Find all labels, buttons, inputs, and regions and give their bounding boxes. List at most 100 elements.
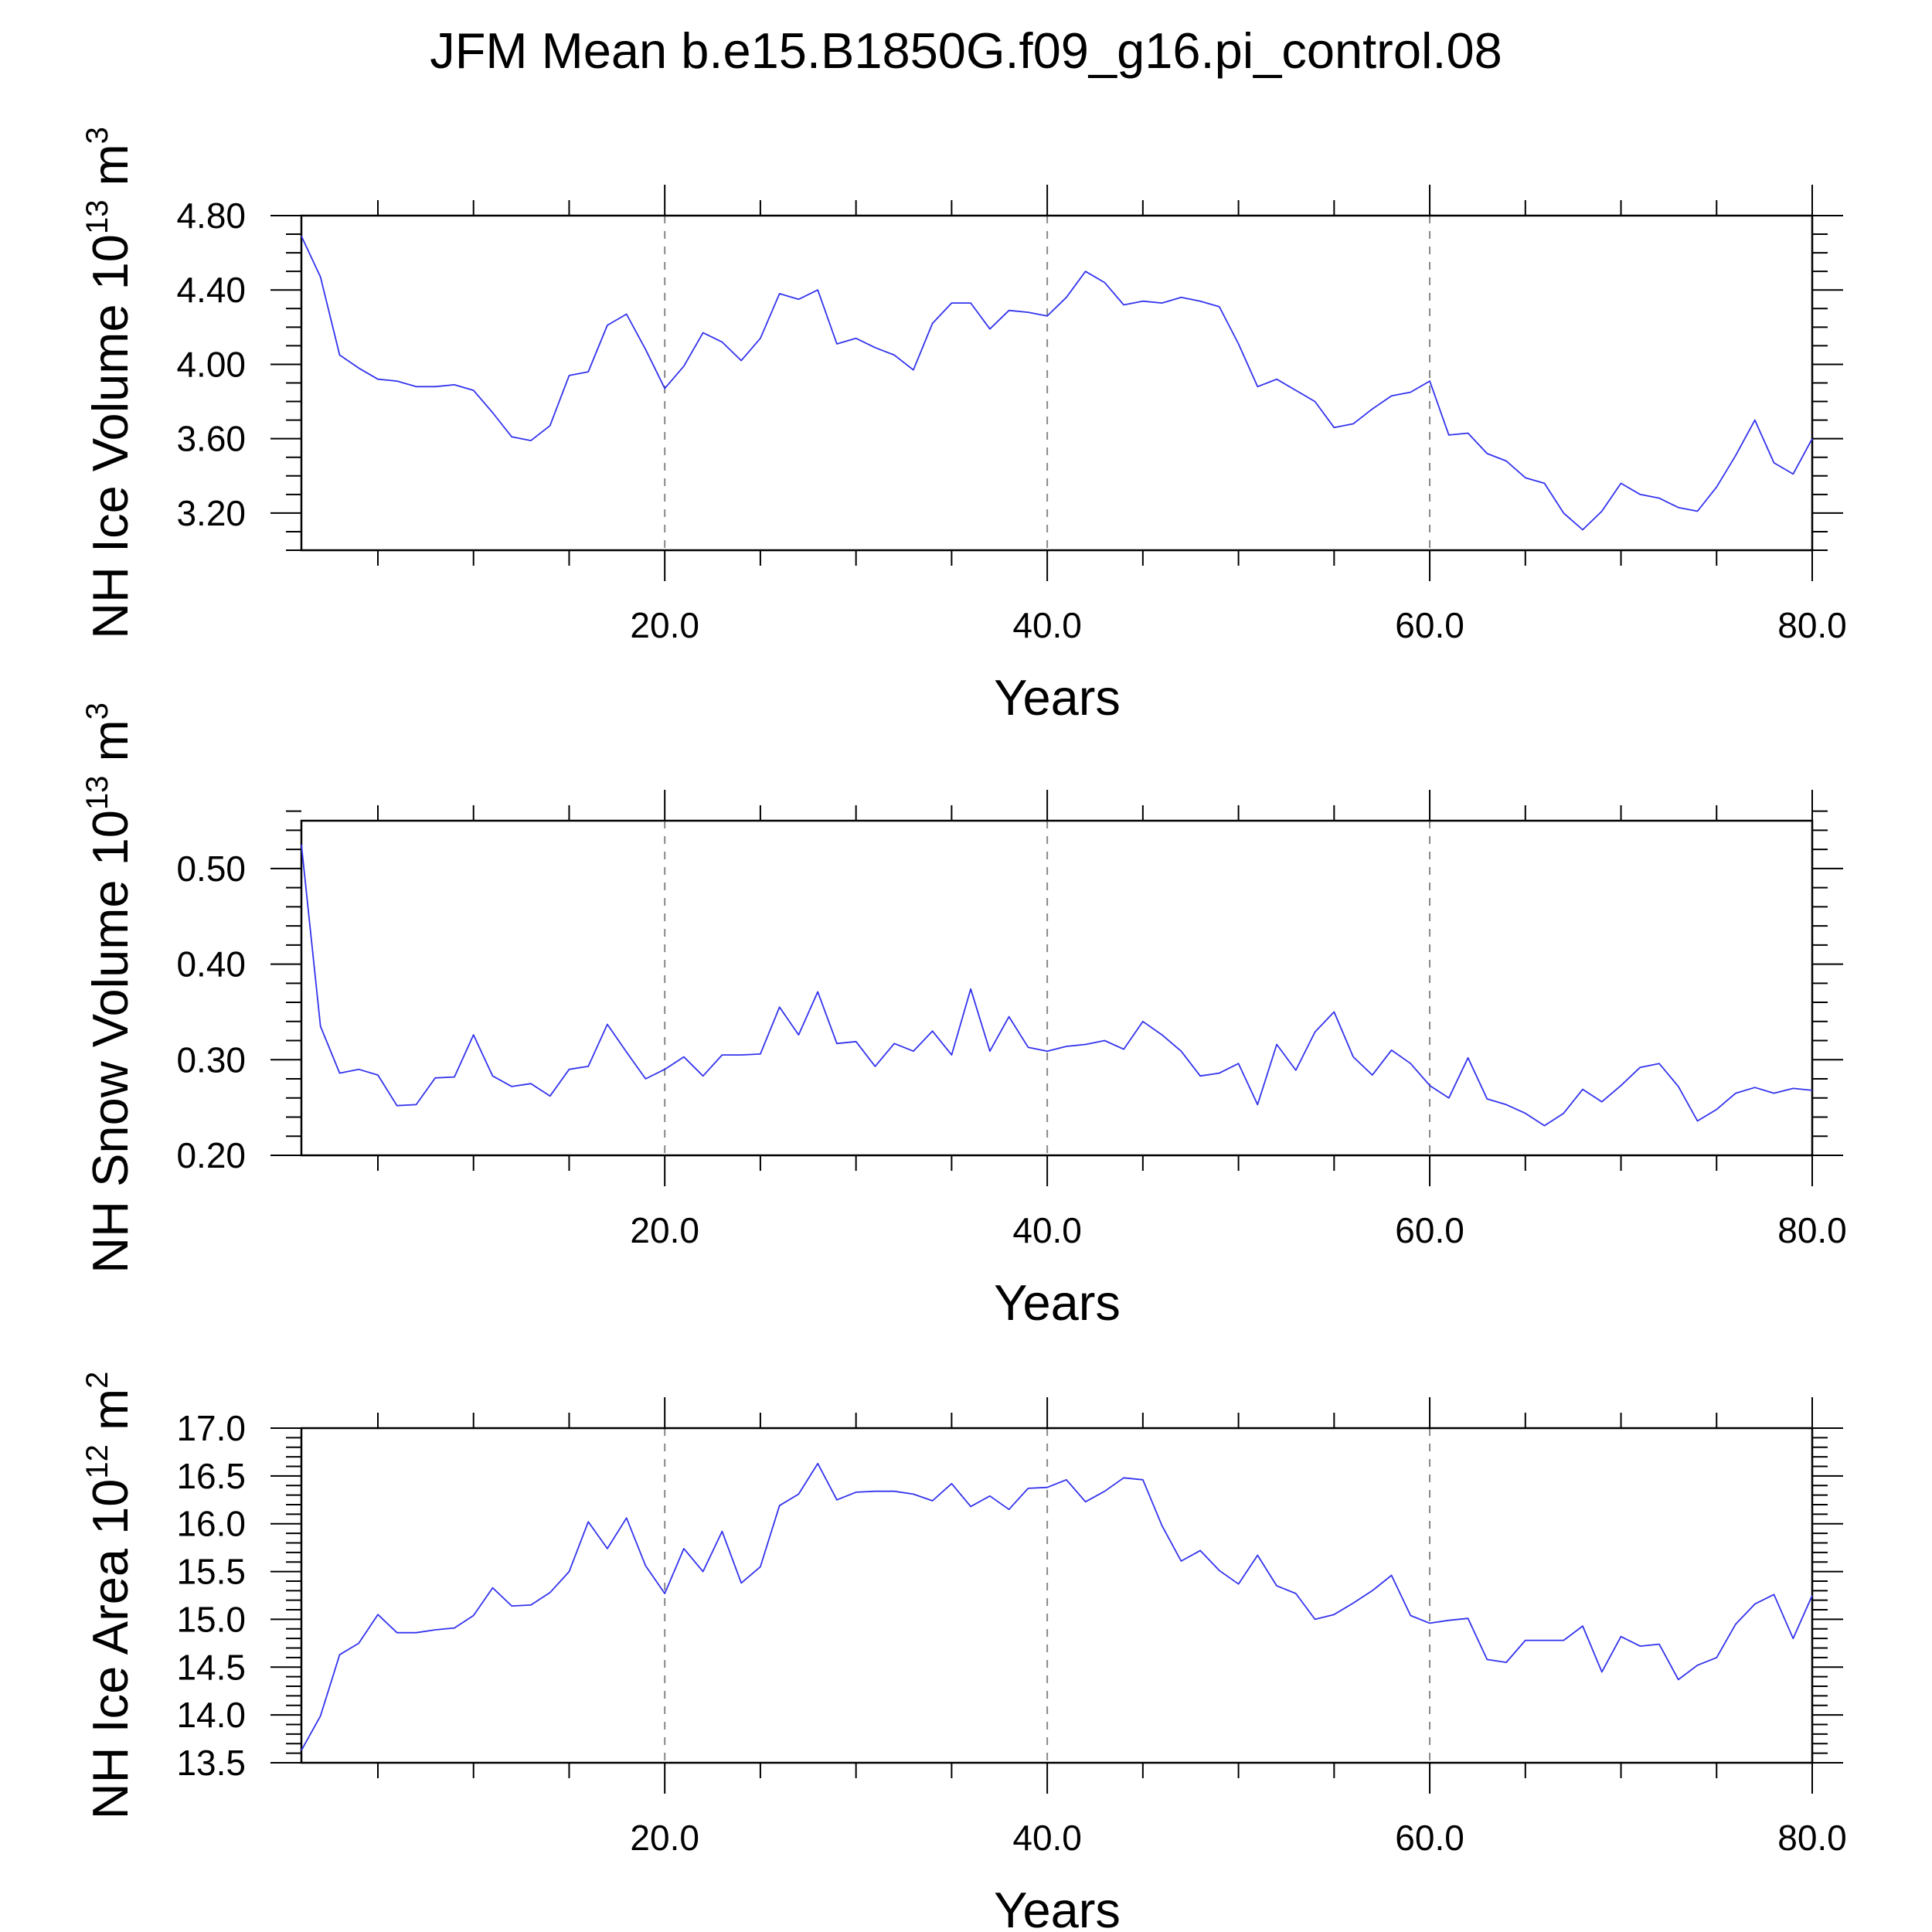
data-point: [1027, 1046, 1029, 1048]
series-line: [301, 844, 1813, 1127]
data-point: [1162, 1525, 1163, 1526]
data-point: [1792, 473, 1794, 474]
data-point: [951, 1054, 952, 1056]
data-point: [1391, 395, 1393, 396]
data-point: [338, 354, 340, 355]
data-point: [1104, 282, 1105, 284]
data-point: [1333, 1011, 1335, 1012]
data-point: [607, 1024, 608, 1026]
data-point: [1027, 1488, 1029, 1489]
x-tick-label: 40.0: [1012, 1210, 1082, 1250]
data-point: [836, 343, 838, 345]
data-point: [1601, 1671, 1603, 1672]
data-point: [511, 436, 512, 437]
data-point: [989, 1050, 991, 1052]
data-point: [855, 1041, 857, 1043]
y-tick-label: 4.80: [176, 196, 246, 236]
x-tick-label: 80.0: [1777, 1818, 1847, 1858]
data-point: [377, 1614, 379, 1615]
data-point: [1085, 270, 1087, 272]
y-tick-label: 14.0: [176, 1695, 246, 1735]
data-point: [740, 1582, 742, 1583]
series-line: [301, 1462, 1813, 1751]
data-point: [1219, 306, 1220, 308]
data-point: [415, 1104, 417, 1105]
x-tick-label: 40.0: [1012, 1818, 1082, 1858]
data-point: [1486, 453, 1488, 454]
data-point: [702, 1571, 704, 1573]
data-point: [1505, 461, 1507, 462]
data-point: [683, 1548, 685, 1549]
data-point: [1563, 1640, 1564, 1641]
data-point: [893, 1491, 895, 1492]
data-point: [683, 366, 685, 367]
data-point: [1621, 482, 1622, 484]
data-point: [1180, 1560, 1182, 1562]
data-point: [587, 1521, 589, 1522]
data-point: [1563, 512, 1564, 514]
y-tick-label: 17.0: [176, 1408, 246, 1448]
y-tick-label: 13.5: [176, 1743, 246, 1783]
data-point: [1142, 1021, 1144, 1022]
data-point: [989, 1495, 991, 1497]
y-tick-label: 4.40: [176, 270, 246, 310]
data-point: [721, 1531, 723, 1532]
data-point: [1621, 1085, 1622, 1087]
data-point: [1315, 401, 1316, 403]
y-axis-title: NH Ice Area 1012 m2: [80, 1372, 138, 1820]
y-tick-label: 3.20: [176, 493, 246, 533]
data-point: [434, 1077, 436, 1079]
y-axis-unit-exponent: 3: [80, 702, 114, 719]
data-point: [664, 1069, 665, 1070]
data-point: [951, 302, 952, 304]
panel-snow-volume: 20.0 40.0 60.0 80.0 0.20 0.30 0.40 0.50 Years NH …: [80, 702, 1847, 1331]
data-point: [1811, 1595, 1813, 1597]
data-point: [970, 1505, 971, 1507]
data-point: [568, 1069, 570, 1070]
data-point: [721, 342, 723, 343]
data-point: [1582, 1625, 1583, 1627]
data-point: [1525, 477, 1526, 478]
data-point: [1066, 1479, 1067, 1481]
x-tick-label: 60.0: [1395, 1818, 1464, 1858]
data-point: [760, 1053, 761, 1055]
data-point: [702, 1075, 704, 1077]
y-axis-unit: m: [82, 144, 138, 199]
data-point: [1391, 1049, 1393, 1051]
y-axis-unit: m: [82, 1389, 138, 1444]
data-point: [913, 1050, 914, 1052]
data-point: [1219, 1073, 1220, 1074]
data-point: [1046, 315, 1048, 317]
data-point: [874, 1066, 876, 1067]
data-point: [970, 988, 971, 990]
data-point: [473, 1034, 474, 1036]
data-point: [607, 325, 608, 326]
x-tick-label: 60.0: [1395, 605, 1464, 645]
data-point: [1582, 529, 1583, 531]
data-point: [1678, 1086, 1679, 1087]
figure-title: JFM Mean b.e15.B1850G.f09_g16.pi_control…: [430, 22, 1502, 79]
data-point: [530, 1604, 532, 1606]
data-point: [301, 1750, 302, 1751]
data-point: [1429, 380, 1430, 382]
data-point: [1295, 1593, 1297, 1594]
data-point: [1276, 1043, 1277, 1045]
data-point: [530, 440, 532, 441]
data-point: [1678, 1679, 1679, 1680]
data-point: [817, 289, 818, 291]
data-point: [415, 386, 417, 387]
y-axis-exponent: 12: [80, 1444, 114, 1479]
series-line: [301, 236, 1813, 531]
data-point: [1448, 434, 1450, 436]
data-point: [1238, 1063, 1240, 1064]
data-point: [1162, 302, 1163, 304]
data-point: [1429, 1085, 1430, 1087]
data-point: [702, 332, 704, 334]
y-tick-label: 14.5: [176, 1647, 246, 1687]
data-point: [1505, 1662, 1507, 1663]
data-point: [874, 347, 876, 349]
data-point: [1697, 1665, 1699, 1666]
y-axis-label: NH Ice Volume 10: [82, 234, 138, 639]
x-tick-label: 20.0: [630, 605, 699, 645]
